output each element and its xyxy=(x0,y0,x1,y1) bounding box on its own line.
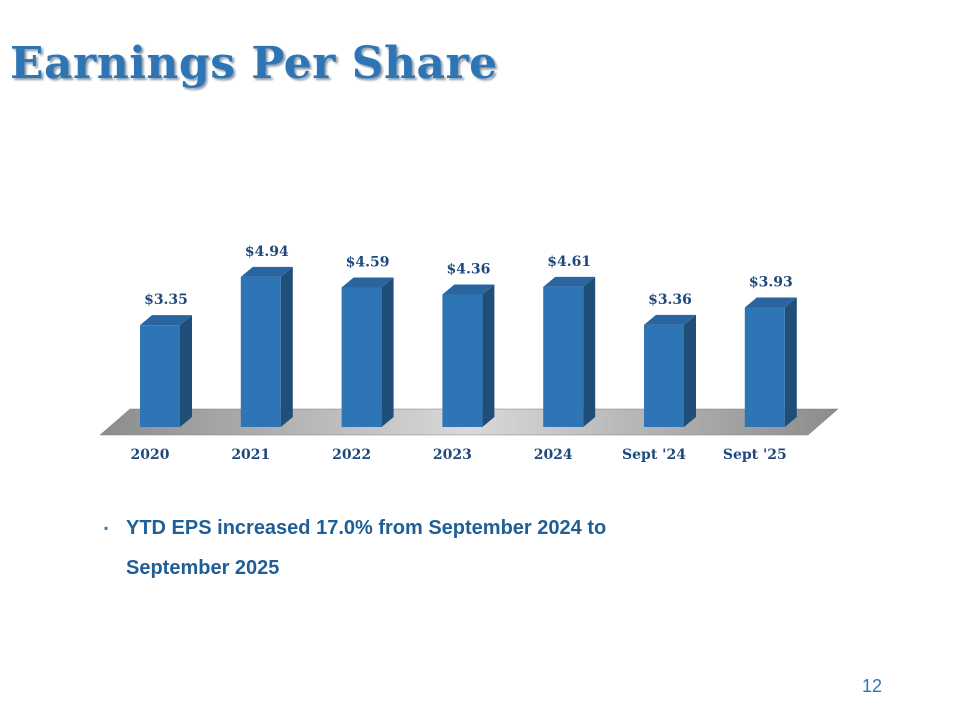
category-label: 2021 xyxy=(231,447,270,463)
category-label: Sept '24 xyxy=(622,447,686,463)
bar xyxy=(644,314,696,427)
bar-top xyxy=(140,315,192,326)
bar-top xyxy=(442,284,495,295)
data-label: $3.36 xyxy=(648,292,692,308)
data-label: $4.36 xyxy=(446,261,490,277)
bar-top xyxy=(644,314,696,325)
bullet-text: YTD EPS increased 17.0% from September 2… xyxy=(126,517,607,579)
page-title: Earnings Per Share xyxy=(10,38,498,89)
bar-side xyxy=(280,266,293,427)
bar-top xyxy=(543,276,596,287)
bullet-marker: ▪ xyxy=(104,521,109,535)
bar-front xyxy=(744,307,785,427)
category-label-group: 2020 2021 2022 2023 2024 Sept '24 Sept '25 xyxy=(131,447,787,463)
bar xyxy=(140,315,192,427)
bar-side xyxy=(684,314,696,427)
category-label: 2022 xyxy=(332,447,371,463)
bar xyxy=(744,297,797,427)
bar-group xyxy=(140,266,797,427)
bar-side xyxy=(180,315,192,427)
data-label: $4.59 xyxy=(346,254,390,270)
bar-top xyxy=(240,266,293,277)
bar xyxy=(543,276,596,427)
bar-front xyxy=(140,325,180,427)
data-label: $3.93 xyxy=(749,275,793,291)
category-label: 2024 xyxy=(534,447,573,463)
bar-front xyxy=(240,276,281,427)
bar-front xyxy=(341,287,382,427)
bullet-point: ▪ YTD EPS increased 17.0% from September… xyxy=(104,508,744,588)
bar-side xyxy=(784,297,797,427)
data-label: $4.94 xyxy=(245,244,289,260)
bar-top xyxy=(744,297,797,308)
category-label: 2023 xyxy=(433,447,472,463)
category-label: 2020 xyxy=(131,447,170,463)
bar-side xyxy=(381,277,394,427)
bar-side xyxy=(583,276,596,427)
bar-front xyxy=(543,286,584,427)
bar-front xyxy=(442,294,483,427)
bar xyxy=(442,284,495,427)
bar-side xyxy=(482,284,495,427)
data-label: $3.35 xyxy=(144,292,188,308)
page-number: 12 xyxy=(862,676,883,696)
bar xyxy=(341,277,394,427)
value-label-group: $3.35 $4.94 $4.59 $4.36 $4.61 $3.36 $3.93 xyxy=(144,244,793,308)
bar xyxy=(240,266,293,427)
category-label: Sept '25 xyxy=(723,447,787,463)
bar-front xyxy=(644,324,684,427)
bar-top xyxy=(341,277,394,288)
data-label: $4.61 xyxy=(547,254,591,270)
